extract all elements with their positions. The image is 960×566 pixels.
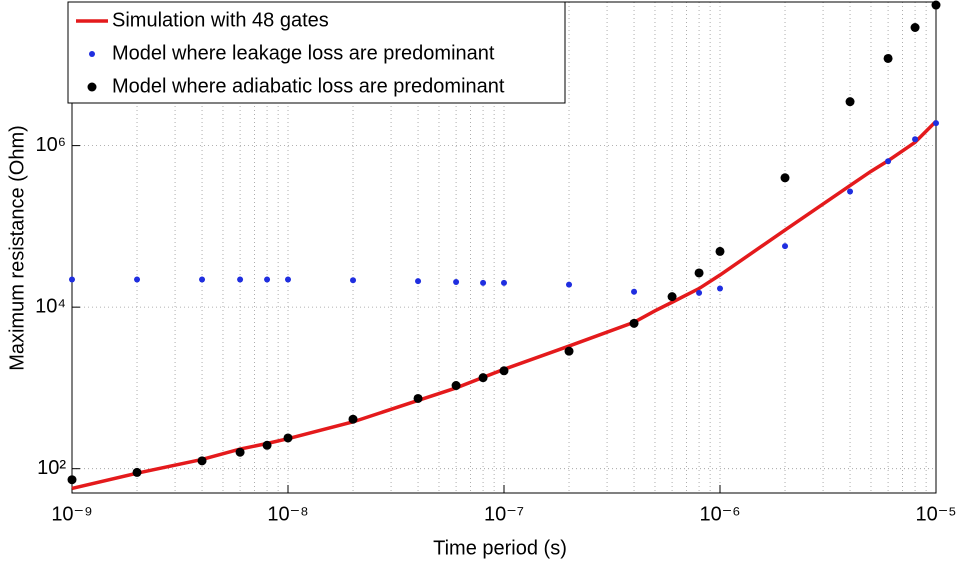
data-point (453, 278, 460, 285)
x-axis-label: Time period (s) (433, 537, 567, 559)
x-tick-label: 10⁻⁷ (484, 503, 524, 525)
data-point (782, 243, 789, 250)
data-point (478, 373, 488, 383)
data-point (883, 53, 893, 63)
data-point (283, 433, 293, 443)
y-axis-label: Maximum resistance (Ohm) (6, 125, 28, 371)
data-point (667, 292, 677, 302)
x-tick-label: 10⁻⁵ (915, 503, 956, 525)
series-line (71, 120, 938, 491)
data-point (285, 276, 291, 283)
x-tick-label: 10⁻⁶ (699, 503, 740, 525)
data-point (564, 346, 574, 356)
legend-swatch (87, 82, 97, 92)
data-point (262, 440, 272, 450)
data-point (415, 278, 422, 285)
data-point (910, 23, 920, 33)
y-tick-label: 10² (37, 457, 66, 479)
data-point (912, 136, 919, 143)
data-point (694, 268, 704, 278)
data-point (350, 277, 357, 284)
legend-box (67, 1, 566, 104)
data-point (67, 475, 77, 485)
legend-swatch (89, 51, 95, 57)
data-point (845, 97, 855, 107)
data-point (480, 279, 487, 286)
data-point (631, 288, 638, 295)
legend-label: Model where adiabatic loss are predomina… (112, 75, 505, 97)
data-point (413, 393, 423, 403)
legend-label: Model where leakage loss are predominant (112, 42, 495, 64)
data-point (933, 120, 939, 127)
legend-label: Simulation with 48 gates (112, 9, 329, 31)
data-point (501, 279, 507, 286)
data-point (69, 276, 75, 283)
data-point (132, 467, 142, 477)
data-point (235, 447, 245, 457)
data-point (715, 246, 725, 256)
data-point (629, 318, 639, 328)
data-point (717, 285, 723, 292)
data-point (696, 289, 703, 296)
data-point (348, 414, 358, 424)
data-point (931, 0, 941, 10)
data-point (885, 158, 892, 165)
y-tick-label: 10⁶ (36, 134, 66, 156)
legend: Simulation with 48 gates Model where leak… (67, 1, 566, 104)
data-point (197, 456, 207, 466)
data-point (780, 173, 790, 183)
data-point (134, 276, 141, 283)
data-point (199, 276, 206, 283)
data-point (451, 381, 461, 391)
data-point (566, 281, 573, 288)
x-tick-label: 10⁻⁹ (51, 503, 92, 525)
y-tick-label: 10⁴ (35, 295, 66, 317)
data-point (237, 276, 244, 283)
data-point (264, 276, 271, 283)
x-tick-label: 10⁻⁸ (267, 503, 308, 525)
data-point (499, 366, 509, 376)
data-point (847, 188, 854, 195)
